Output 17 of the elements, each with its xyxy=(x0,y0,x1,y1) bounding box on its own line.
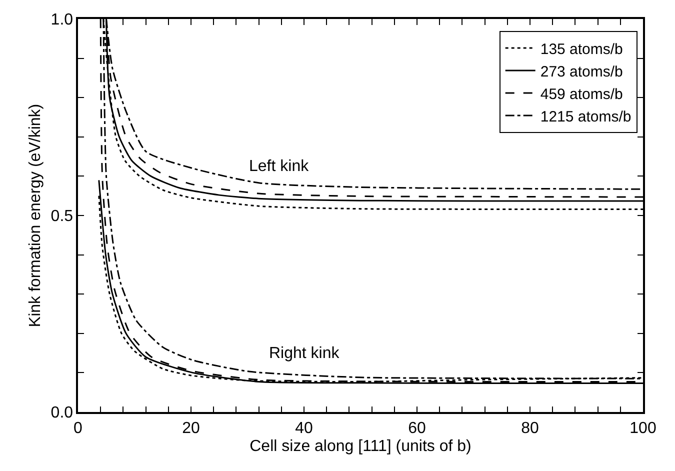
x-tick-label: 80 xyxy=(521,420,539,437)
x-tick-label: 40 xyxy=(295,420,313,437)
legend-label: 1215 atoms/b xyxy=(540,108,632,126)
y-tick-label: 0.5 xyxy=(50,208,74,226)
annotation: Left kink xyxy=(249,158,310,175)
x-axis-title: Cell size along [111] (units of b) xyxy=(250,438,472,456)
x-tick-label: 100 xyxy=(630,420,656,437)
legend-label: 273 atoms/b xyxy=(540,63,623,80)
x-tick-label: 60 xyxy=(408,420,426,437)
y-axis-title: Kink formation energy (eV/kink) xyxy=(27,104,44,328)
y-tick-label: 1.0 xyxy=(50,12,74,29)
y-tick-label: 0.0 xyxy=(50,404,74,422)
legend-label: 135 atoms/b xyxy=(540,40,623,58)
x-tick-label: 20 xyxy=(182,420,200,437)
legend-label: 459 atoms/b xyxy=(540,86,623,103)
annotation: Right kink xyxy=(269,345,340,362)
x-tick-label: 0 xyxy=(74,420,83,437)
